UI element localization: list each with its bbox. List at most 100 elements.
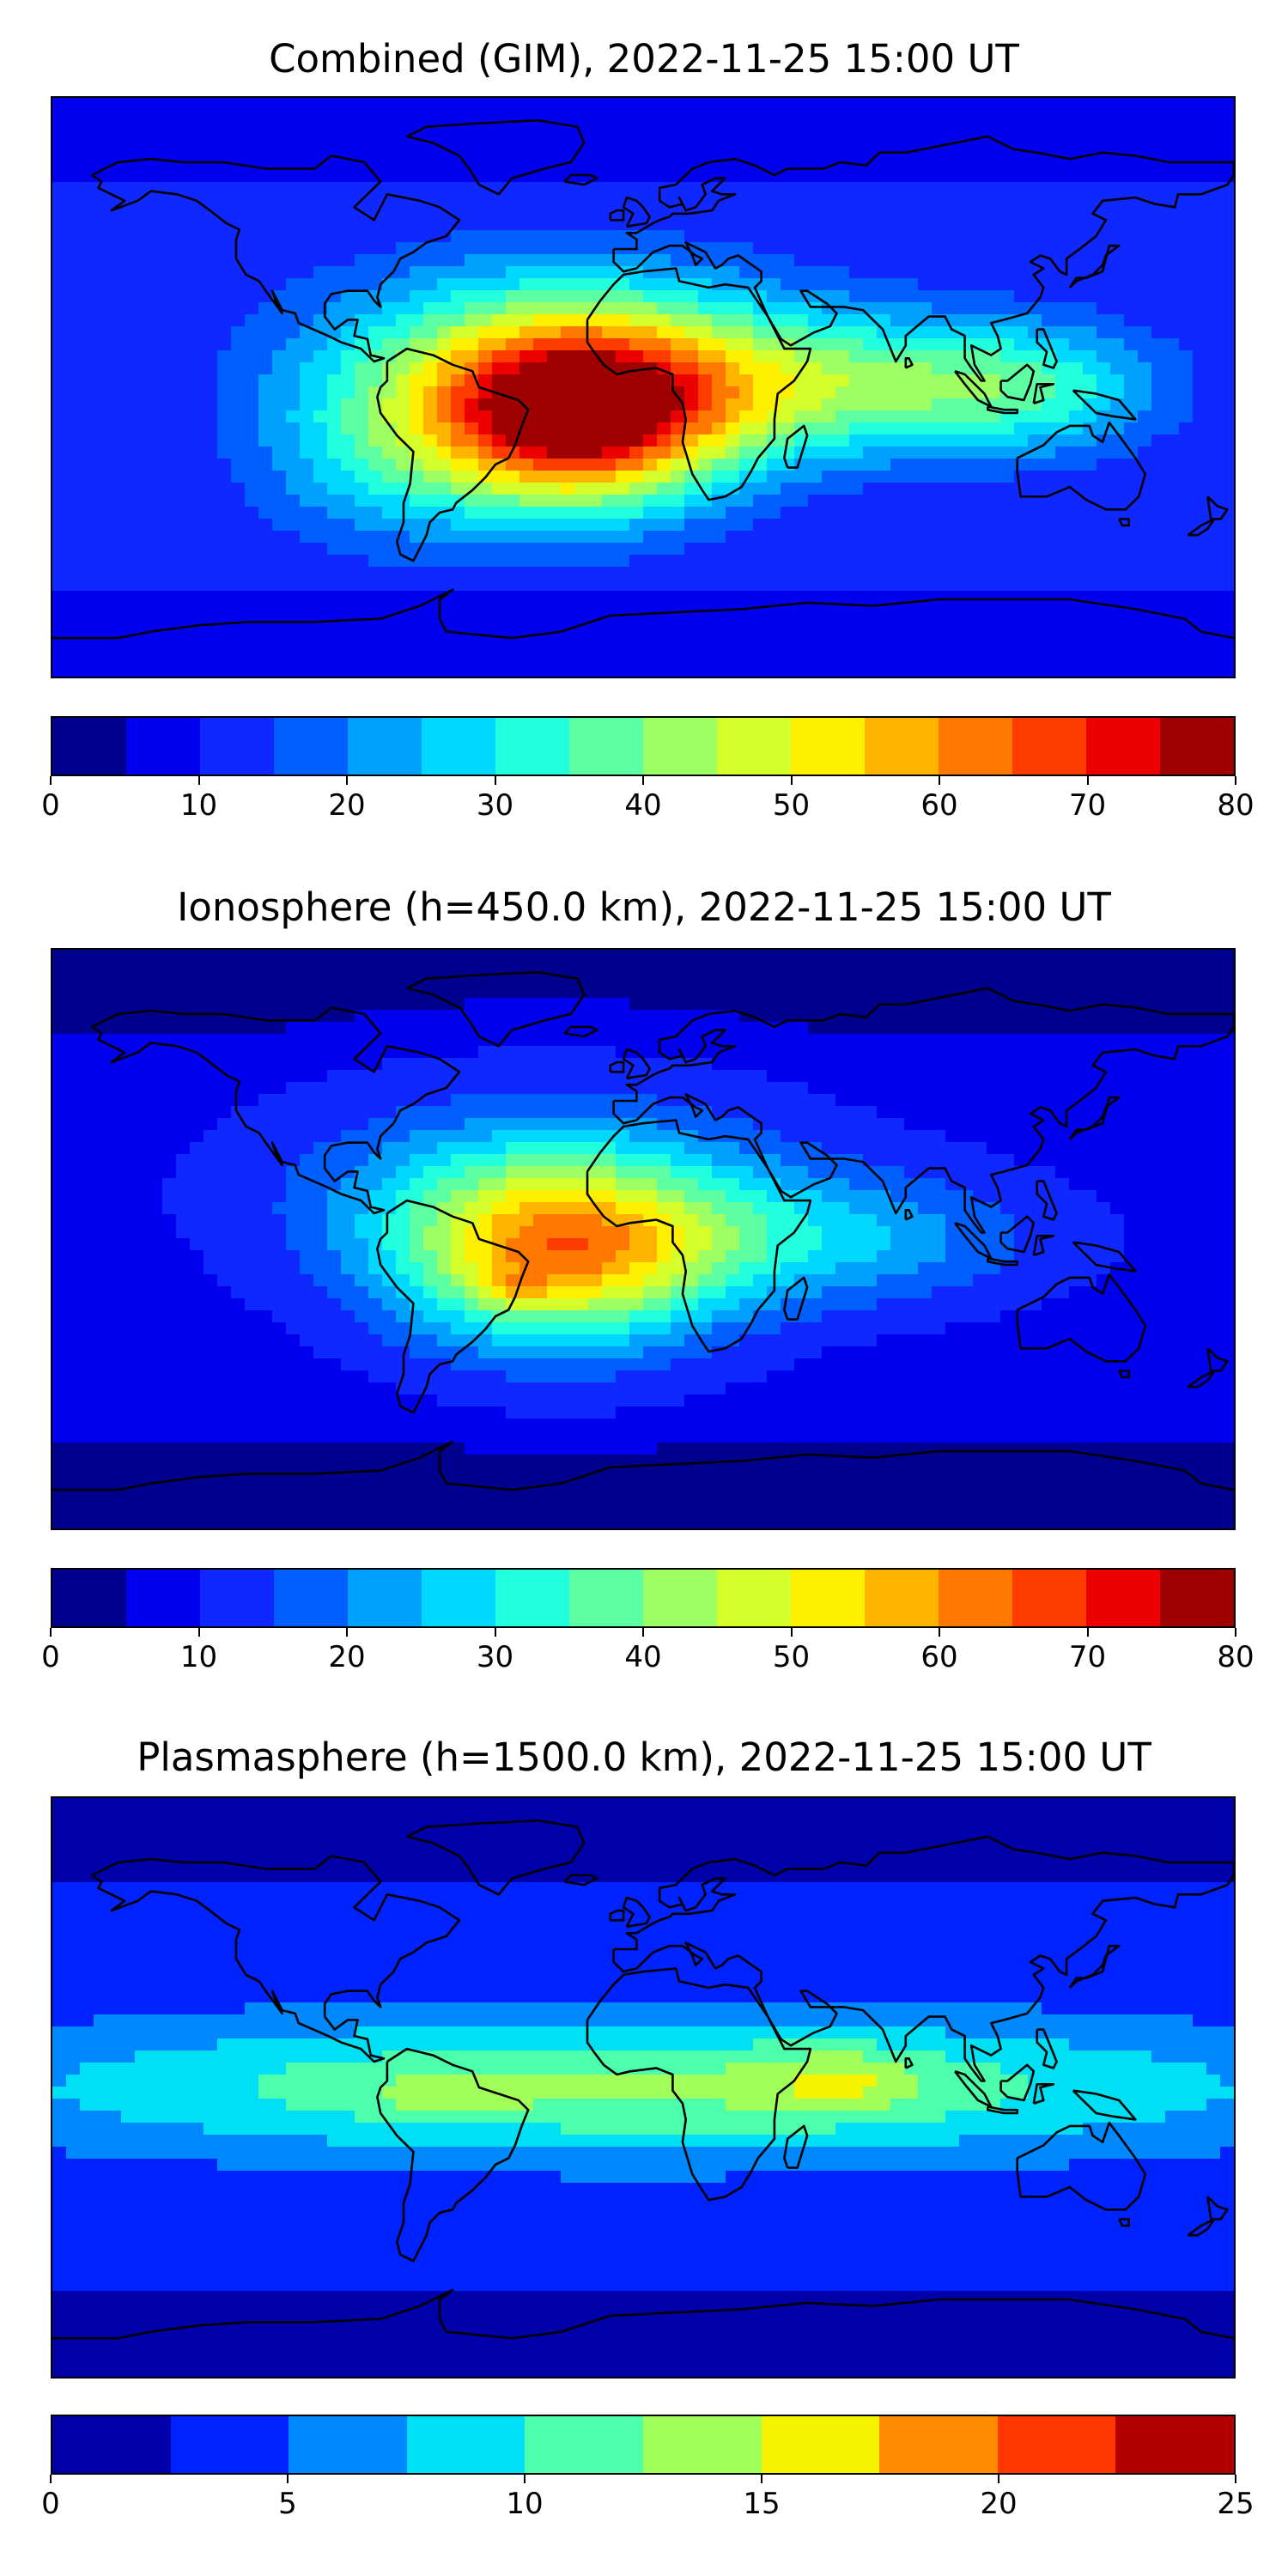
colorbar-tick [790, 776, 793, 785]
colorbar-plasmasphere [51, 2415, 1236, 2475]
colorbar-tick-label: 80 [1217, 788, 1255, 823]
colorbar-tick-label: 40 [624, 788, 662, 823]
colorbar-tick [346, 1628, 348, 1637]
colorbar-tick [939, 1628, 940, 1637]
coastline-madagascar [783, 2124, 809, 2169]
panel-title-ionosphere: Ionosphere (h=450.0 km), 2022-11-25 15:0… [177, 884, 1111, 930]
colorbar-tick-label: 20 [328, 788, 366, 823]
colorbar-tick-label: 15 [743, 2487, 781, 2521]
colorbar-tick [1086, 1628, 1089, 1637]
coastline-southAmerica [376, 347, 530, 562]
colorbar-ionosphere [51, 1568, 1236, 1628]
colorbar-tick-label: 10 [506, 2487, 544, 2521]
coastline-ireland [609, 1060, 625, 1073]
coastline-philippines [1036, 328, 1058, 369]
coastline-newZealandS [1187, 518, 1216, 537]
coastline-australia [1016, 2121, 1147, 2211]
colorbar-tick [197, 776, 200, 785]
coastline-australia [1016, 1273, 1147, 1363]
colorbar-tick-label: 10 [179, 1640, 218, 1674]
coastline-greenland [406, 1819, 586, 1896]
coastline-antarctica [52, 2288, 1234, 2340]
colorbar-segment [274, 718, 348, 775]
coastline-scandinaviaIceland [563, 1025, 598, 1038]
colorbar-ticks-combined: 0 10 20 30 40 50 60 70 80 [41, 776, 1255, 828]
coastline-borneo [999, 2063, 1036, 2102]
colorbar-segment [289, 2416, 407, 2473]
coastline-tasmania [1118, 2218, 1130, 2227]
coastline-ireland [609, 209, 625, 222]
colorbar-segment [939, 718, 1012, 775]
colorbar-tick [790, 1628, 793, 1637]
colorbar-tick-label: 50 [772, 1640, 811, 1674]
coastline-java [987, 405, 1018, 415]
colorbar-segment [200, 1570, 274, 1626]
coastline-eurasia [612, 1835, 1234, 2082]
colorbar-tick [346, 776, 348, 785]
coastline-madagascar [783, 1276, 809, 1321]
coastline-newZealand [1206, 2196, 1229, 2221]
coastline-southAmerica [376, 2047, 530, 2263]
coastline-scandinaviaIceland [563, 173, 598, 186]
colorbar-segment [495, 718, 569, 775]
coastline-newGuinea [1072, 389, 1137, 421]
coastline-sulawesi [1032, 2082, 1055, 2105]
colorbar-tick-label: 0 [41, 1640, 60, 1674]
colorbar-segment [52, 2416, 171, 2473]
coastline-newGuinea [1072, 2089, 1137, 2121]
colorbar-segment [1012, 718, 1086, 775]
colorbar-segment [997, 2416, 1116, 2473]
map-combined [51, 96, 1236, 678]
colorbar-segment [643, 718, 717, 775]
colorbar-ticks-ionosphere: 0 10 20 30 40 50 60 70 80 [41, 1628, 1255, 1680]
coastline-newGuinea [1072, 1241, 1137, 1273]
colorbar-segment [717, 718, 791, 775]
field-cells [52, 1798, 1234, 2377]
colorbar-tick [642, 1628, 644, 1637]
colorbar-segment [274, 1570, 348, 1626]
map-svg-plasmasphere [52, 1798, 1234, 2377]
panel-title-plasmasphere: Plasmasphere (h=1500.0 km), 2022-11-25 1… [137, 1735, 1151, 1780]
coastline-australia [1016, 421, 1147, 511]
coastline-sriLanka [904, 356, 914, 369]
coastline-borneo [999, 1215, 1036, 1254]
colorbar-tick [1235, 776, 1236, 785]
colorbar-segment [865, 1570, 939, 1626]
colorbar-combined [51, 716, 1236, 776]
colorbar-segment [939, 1570, 1012, 1626]
colorbar-segment [422, 1570, 495, 1626]
colorbar-segment [569, 718, 643, 775]
coastline-japan [1068, 244, 1121, 289]
coastline-tasmania [1118, 1370, 1130, 1379]
colorbar-tick-label: 80 [1217, 1640, 1255, 1674]
colorbar-segment [1115, 2416, 1234, 2473]
coastline-newZealandS [1187, 1370, 1216, 1388]
coastline-northAmerica [91, 155, 461, 363]
map-plasmasphere [51, 1796, 1236, 2379]
colorbar-segment [52, 1570, 126, 1626]
coastline-java [987, 2105, 1018, 2115]
colorbar-tick [50, 2475, 52, 2483]
coastline-greenland [406, 970, 586, 1048]
colorbar-tick [287, 2475, 289, 2483]
colorbar-segment [495, 1570, 569, 1626]
colorbar-tick [524, 2475, 526, 2483]
colorbar-tick-label: 60 [920, 788, 958, 823]
colorbar-tick [761, 2475, 762, 2483]
coastline-japan [1068, 1096, 1121, 1140]
map-svg-combined [52, 98, 1234, 677]
colorbar-segment [52, 718, 126, 775]
colorbar-segment [791, 1570, 865, 1626]
coastline-newZealand [1206, 495, 1229, 520]
colorbar-tick [50, 1628, 52, 1637]
coastline-eurasia [612, 987, 1234, 1234]
coastline-antarctica [52, 1440, 1234, 1492]
colorbar-tick [1235, 2475, 1236, 2483]
colorbar-tick-label: 20 [328, 1640, 366, 1674]
colorbar-segment [1160, 1570, 1234, 1626]
coastline-africa [586, 1119, 812, 1353]
colorbar-tick-label: 20 [980, 2487, 1018, 2521]
colorbar-segment [348, 718, 422, 775]
coastline-java [987, 1257, 1018, 1267]
coastline-eurasia [612, 135, 1234, 382]
